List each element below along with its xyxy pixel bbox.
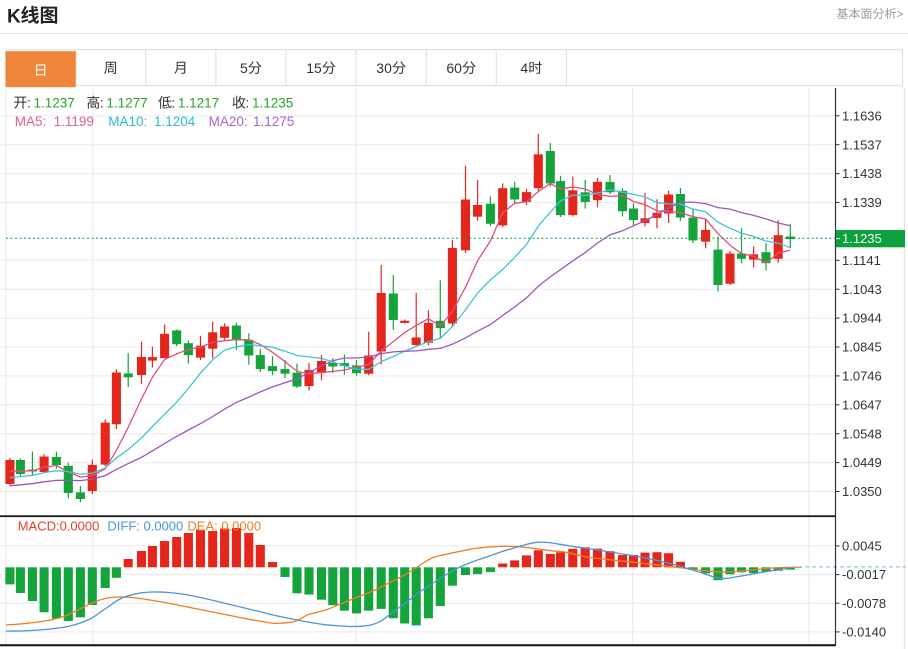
svg-text::: : [246, 96, 250, 111]
svg-text:1.0944: 1.0944 [842, 311, 882, 326]
svg-text:1.1537: 1.1537 [842, 137, 882, 152]
svg-text:-0.0140: -0.0140 [842, 625, 886, 640]
svg-text:MA10: 1.1204: MA10: 1.1204 [108, 114, 196, 129]
svg-text:DIFF: 0.0000: DIFF: 0.0000 [107, 519, 183, 534]
svg-text:-0.0017: -0.0017 [842, 567, 886, 582]
svg-text:1.1141: 1.1141 [842, 253, 881, 268]
svg-text:1.0746: 1.0746 [842, 369, 882, 384]
svg-text::: : [172, 96, 176, 111]
svg-text:DEA: 0.0000: DEA: 0.0000 [187, 519, 261, 534]
svg-text:15: 15 [306, 60, 322, 76]
svg-text::: : [100, 96, 104, 111]
svg-text:5: 5 [240, 60, 248, 76]
svg-text:MA5: 1.1199: MA5: 1.1199 [15, 114, 94, 129]
svg-text:30: 30 [376, 60, 392, 76]
svg-text:1.0845: 1.0845 [842, 340, 882, 355]
svg-text:1.1235: 1.1235 [252, 96, 293, 111]
svg-text:1.0449: 1.0449 [842, 455, 882, 470]
svg-text:1.0548: 1.0548 [842, 426, 882, 441]
svg-text:K: K [7, 7, 21, 28]
svg-text:1.1043: 1.1043 [842, 282, 882, 297]
svg-text:1.1339: 1.1339 [842, 195, 882, 210]
svg-text::: : [27, 96, 31, 111]
svg-text:1.1237: 1.1237 [34, 96, 75, 111]
svg-text:1.1277: 1.1277 [106, 96, 147, 111]
svg-text:0.0045: 0.0045 [842, 539, 882, 554]
svg-text:>: > [897, 7, 904, 21]
svg-text:-0.0078: -0.0078 [842, 596, 886, 611]
svg-text:MACD:0.0000: MACD:0.0000 [18, 519, 100, 534]
svg-text:1.1636: 1.1636 [842, 108, 882, 123]
svg-text:1.0350: 1.0350 [842, 484, 882, 499]
svg-text:4: 4 [520, 60, 528, 76]
svg-text:1.0647: 1.0647 [842, 397, 882, 412]
svg-text:1.1235: 1.1235 [842, 231, 882, 246]
svg-text:1.1217: 1.1217 [178, 96, 219, 111]
svg-text:1.1438: 1.1438 [842, 166, 882, 181]
svg-text:60: 60 [446, 60, 462, 76]
